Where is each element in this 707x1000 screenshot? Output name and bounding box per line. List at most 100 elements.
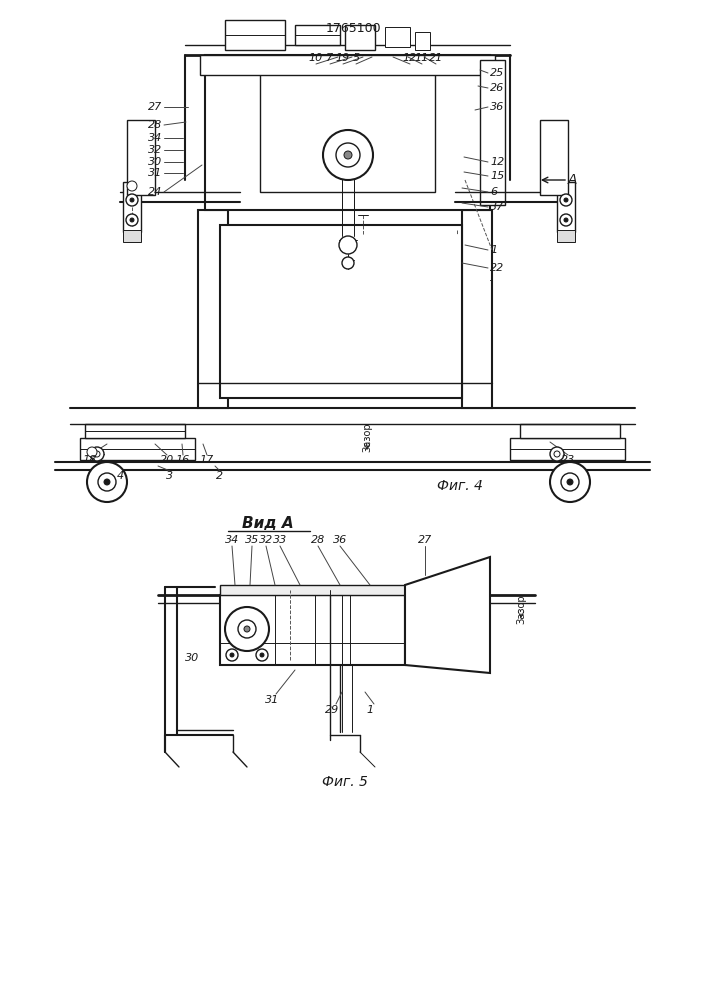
Text: 26: 26 <box>490 83 504 93</box>
Text: 6: 6 <box>490 187 497 197</box>
Circle shape <box>344 151 352 159</box>
Circle shape <box>560 194 572 206</box>
Bar <box>85 424 185 438</box>
Text: 5: 5 <box>352 53 360 63</box>
Circle shape <box>126 214 138 226</box>
Circle shape <box>256 649 268 661</box>
Text: 12: 12 <box>403 53 417 63</box>
Bar <box>123 230 141 242</box>
Text: 23: 23 <box>561 455 575 465</box>
Text: 22: 22 <box>490 263 504 273</box>
Bar <box>385 27 410 47</box>
Bar <box>205 55 490 210</box>
Text: 1765100: 1765100 <box>325 21 381 34</box>
Bar <box>220 595 405 665</box>
Bar <box>260 67 435 192</box>
Bar <box>80 438 195 460</box>
Circle shape <box>238 620 256 638</box>
Bar <box>198 210 228 408</box>
Text: 27: 27 <box>418 535 432 545</box>
Text: 19: 19 <box>336 53 350 63</box>
Circle shape <box>561 473 579 491</box>
Circle shape <box>564 198 568 202</box>
Bar <box>225 20 285 50</box>
Circle shape <box>127 181 137 191</box>
Text: 28: 28 <box>148 120 162 130</box>
Text: 31: 31 <box>148 168 162 178</box>
Text: 34: 34 <box>225 535 239 545</box>
Bar <box>127 120 155 195</box>
Bar <box>520 424 620 438</box>
Bar <box>480 60 505 205</box>
Circle shape <box>336 143 360 167</box>
Bar <box>415 32 430 50</box>
Bar <box>220 585 405 595</box>
Circle shape <box>126 194 138 206</box>
Text: 15: 15 <box>490 171 504 181</box>
Text: 21: 21 <box>429 53 443 63</box>
Text: 24: 24 <box>148 187 162 197</box>
Circle shape <box>130 198 134 202</box>
Circle shape <box>98 473 116 491</box>
Text: 28: 28 <box>311 535 325 545</box>
Bar <box>345 25 375 50</box>
Circle shape <box>560 214 572 226</box>
Text: Вид A: Вид A <box>243 516 294 530</box>
Bar <box>540 120 568 195</box>
Text: 32: 32 <box>148 145 162 155</box>
Text: Фиг. 5: Фиг. 5 <box>322 775 368 789</box>
Circle shape <box>550 447 564 461</box>
Bar <box>462 210 492 408</box>
Circle shape <box>564 218 568 222</box>
Text: 11: 11 <box>415 53 429 63</box>
Circle shape <box>554 451 560 457</box>
Bar <box>295 25 340 45</box>
Text: A: A <box>567 173 577 187</box>
Circle shape <box>226 649 238 661</box>
Text: 32: 32 <box>259 535 273 545</box>
Text: 3: 3 <box>166 471 173 481</box>
Text: Зазор: Зазор <box>362 422 372 452</box>
Text: 30: 30 <box>185 653 199 663</box>
Text: 37: 37 <box>490 202 504 212</box>
Text: 1: 1 <box>490 245 497 255</box>
Text: 30: 30 <box>148 157 162 167</box>
Text: 36: 36 <box>490 102 504 112</box>
Circle shape <box>230 653 234 657</box>
Circle shape <box>87 447 97 457</box>
Text: 31: 31 <box>265 695 279 705</box>
Circle shape <box>342 257 354 269</box>
Bar <box>200 55 495 75</box>
Circle shape <box>90 447 104 461</box>
Text: 34: 34 <box>148 133 162 143</box>
Text: 35: 35 <box>245 535 259 545</box>
Circle shape <box>225 607 269 651</box>
Text: 16: 16 <box>176 455 190 465</box>
Bar <box>220 225 462 398</box>
Text: 4: 4 <box>117 471 124 481</box>
Text: Фиг. 4: Фиг. 4 <box>437 479 483 493</box>
Text: 12: 12 <box>490 157 504 167</box>
Circle shape <box>94 451 100 457</box>
Text: 20: 20 <box>160 455 174 465</box>
Circle shape <box>130 218 134 222</box>
Text: 29: 29 <box>325 705 339 715</box>
Bar <box>557 182 575 232</box>
Circle shape <box>260 653 264 657</box>
Text: 33: 33 <box>273 535 287 545</box>
Text: Зазор: Зазор <box>516 594 526 624</box>
Text: 1: 1 <box>366 705 373 715</box>
Circle shape <box>339 236 357 254</box>
Circle shape <box>87 462 127 502</box>
Text: 36: 36 <box>333 535 347 545</box>
Circle shape <box>244 626 250 632</box>
Circle shape <box>567 479 573 485</box>
Polygon shape <box>405 557 490 673</box>
Text: 17: 17 <box>200 455 214 465</box>
Bar <box>123 182 141 232</box>
Bar <box>557 230 575 242</box>
Text: 25: 25 <box>490 68 504 78</box>
Text: 10: 10 <box>309 53 323 63</box>
Text: 27: 27 <box>148 102 162 112</box>
Text: 18: 18 <box>83 455 97 465</box>
